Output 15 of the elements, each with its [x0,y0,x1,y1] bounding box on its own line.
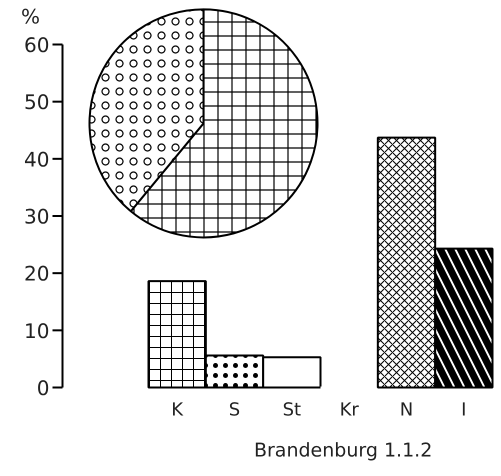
y-axis-title: % [21,4,40,28]
y-tick-label: 50 [24,90,50,114]
x-tick-label: K [171,400,184,420]
x-tick-label: St [282,400,302,420]
y-tick-label: 0 [36,376,50,400]
y-tick-label: 20 [24,262,50,286]
x-tick-label: N [400,400,414,420]
y-tick-label: 10 [24,318,50,343]
x-tick-label: Kr [340,400,360,420]
x-tick-label: I [461,400,466,420]
x-axis-title: Brandenburg 1.1.2 [254,440,432,462]
y-tick-label: 40 [24,147,50,172]
y-tick-label: 60 [24,33,50,57]
x-tick-label: S [228,400,240,420]
y-tick-label: 30 [24,204,50,228]
